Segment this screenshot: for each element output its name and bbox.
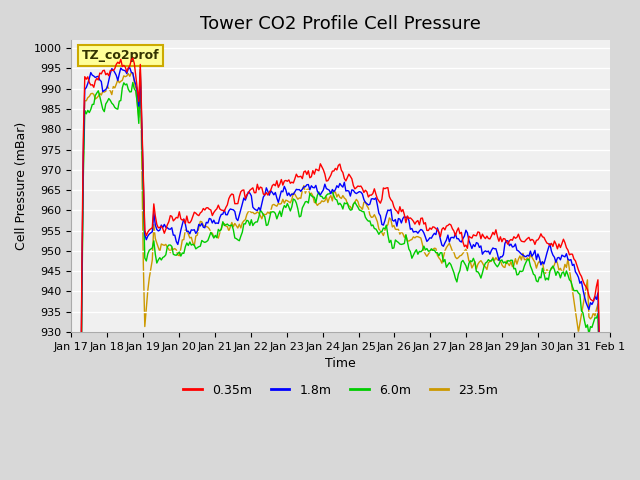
Y-axis label: Cell Pressure (mBar): Cell Pressure (mBar) [15,122,28,250]
X-axis label: Time: Time [325,357,356,370]
Text: TZ_co2prof: TZ_co2prof [82,49,159,62]
Legend: 0.35m, 1.8m, 6.0m, 23.5m: 0.35m, 1.8m, 6.0m, 23.5m [178,379,503,402]
Title: Tower CO2 Profile Cell Pressure: Tower CO2 Profile Cell Pressure [200,15,481,33]
